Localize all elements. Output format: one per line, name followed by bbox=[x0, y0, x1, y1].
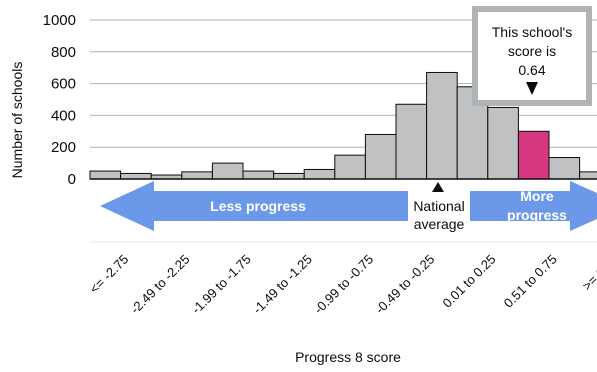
y-tick-label: 0 bbox=[68, 171, 76, 188]
x-axis-tick-labels: <= -2.75-2.49 to -2.25-1.99 to -1.75-1.4… bbox=[87, 252, 597, 317]
histogram-bar bbox=[211, 162, 244, 180]
histogram-bar bbox=[487, 106, 519, 180]
callout-line1: This school's bbox=[492, 24, 572, 40]
less-progress-label: Less progress bbox=[210, 198, 306, 214]
y-tick-label: 200 bbox=[51, 139, 76, 156]
y-tick-label: 1000 bbox=[43, 12, 76, 29]
school-bar bbox=[517, 130, 550, 180]
histogram-bar bbox=[548, 157, 581, 180]
national-average-label-line1: National bbox=[413, 198, 464, 214]
histogram-bar bbox=[273, 172, 305, 180]
x-tick-label: >= 1.01 bbox=[579, 252, 597, 294]
histogram-bar bbox=[334, 154, 366, 180]
national-average-marker bbox=[432, 182, 444, 192]
histogram-bar bbox=[303, 168, 336, 180]
x-tick-label: -2.49 to -2.25 bbox=[127, 252, 192, 317]
histogram-bar bbox=[242, 170, 275, 180]
y-tick-label: 800 bbox=[51, 44, 76, 61]
more-progress-label-line1: More bbox=[520, 188, 554, 204]
x-tick-label: -1.99 to -1.75 bbox=[189, 252, 254, 317]
national-average-label-line2: average bbox=[414, 216, 465, 232]
less-progress-arrow bbox=[100, 181, 408, 231]
y-tick-label: 600 bbox=[51, 76, 76, 93]
histogram-bars bbox=[89, 71, 597, 180]
x-tick-label: -0.99 to -0.75 bbox=[311, 252, 376, 317]
x-tick-label: 0.51 to 0.75 bbox=[501, 252, 560, 311]
more-progress-arrow bbox=[470, 181, 597, 231]
histogram-bar bbox=[89, 170, 122, 180]
callout-line2: score is bbox=[508, 43, 556, 59]
x-tick-label: 0.01 to 0.25 bbox=[439, 252, 498, 311]
histogram-bar bbox=[395, 103, 428, 180]
histogram-bar bbox=[181, 171, 213, 180]
y-axis-title: Number of schools bbox=[9, 62, 25, 179]
callout-value: 0.64 bbox=[518, 62, 545, 78]
x-tick-label: <= -2.75 bbox=[87, 252, 132, 297]
x-tick-label: -0.49 to -0.25 bbox=[372, 252, 437, 317]
y-tick-label: 400 bbox=[51, 107, 76, 124]
x-axis-title: Progress 8 score bbox=[295, 349, 401, 365]
more-progress-label-line2: progress bbox=[507, 207, 567, 223]
histogram-bar bbox=[579, 171, 597, 180]
callout-pointer-icon bbox=[526, 82, 538, 95]
histogram-bar bbox=[364, 133, 397, 180]
x-tick-label: -1.49 to -1.25 bbox=[250, 252, 315, 317]
histogram-bar bbox=[120, 172, 152, 180]
histogram-bar bbox=[426, 71, 458, 180]
